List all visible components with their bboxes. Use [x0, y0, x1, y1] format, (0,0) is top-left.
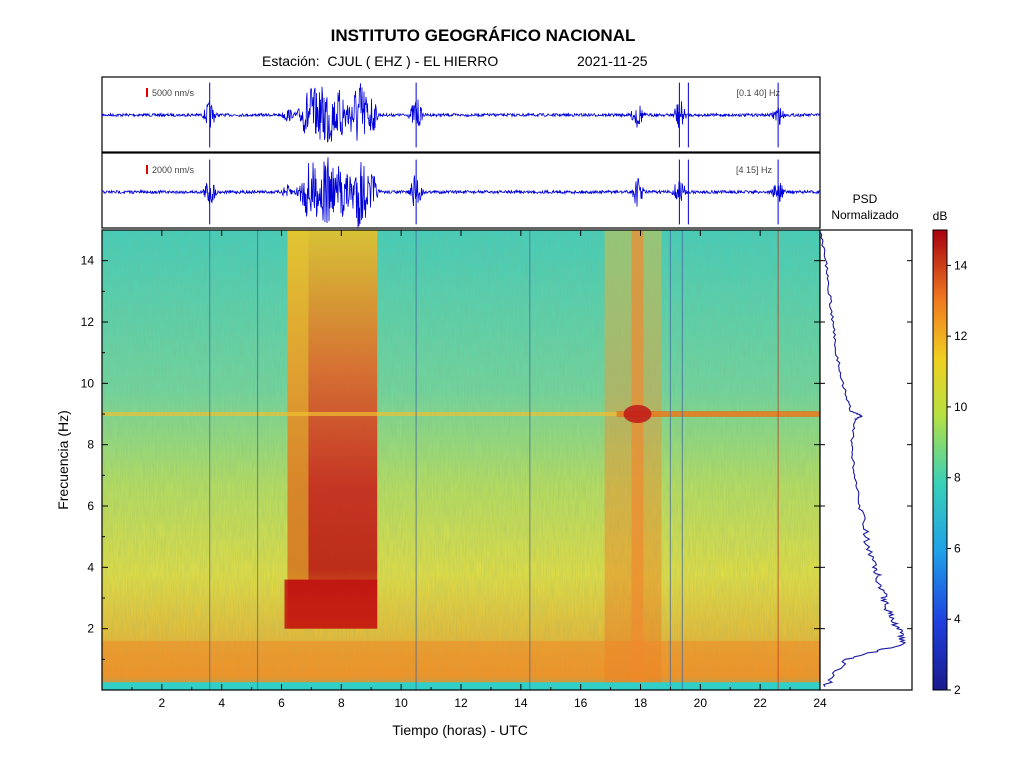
- colorbar-tick-label: 14: [954, 258, 968, 272]
- spectrogram-low-frequency-band: [102, 640, 820, 683]
- trace-panel-2-frame: [101, 152, 821, 229]
- x-tick-label: 24: [813, 696, 827, 710]
- scale-label-2: 2000 nm/s: [152, 165, 195, 175]
- colorbar-tick-label: 2: [954, 683, 961, 697]
- y-axis-label: Frecuencia (Hz): [55, 410, 71, 510]
- y-tick-label: 4: [87, 560, 94, 574]
- spectrogram-9hz-peak: [623, 405, 652, 423]
- x-tick-label: 16: [574, 696, 588, 710]
- colorbar: [932, 229, 948, 691]
- y-tick-label: 10: [81, 376, 95, 390]
- filter-label-2: [4 15] Hz: [736, 165, 773, 175]
- seismogram-trace-2: [101, 157, 821, 228]
- seismogram-trace-1: [101, 82, 821, 148]
- psd-title-line-1: PSD: [853, 192, 878, 206]
- colorbar-label: dB: [933, 209, 948, 223]
- x-tick-label: 12: [454, 696, 468, 710]
- x-tick-label: 6: [278, 696, 285, 710]
- spectrogram-9hz-line: [102, 412, 820, 416]
- x-tick-label: 22: [753, 696, 767, 710]
- x-tick-label: 10: [394, 696, 408, 710]
- y-tick-label: 12: [81, 315, 95, 329]
- colorbar-ticks: 2 4 6 8 10 12 14: [947, 258, 968, 697]
- psd-title-line-2: Normalizado: [831, 208, 899, 222]
- spectrogram: [102, 230, 820, 690]
- spectrogram-event-18h: [631, 230, 644, 690]
- colorbar-tick-label: 10: [954, 400, 968, 414]
- scale-label-1: 5000 nm/s: [152, 88, 195, 98]
- colorbar-tick-label: 8: [954, 471, 961, 485]
- scale-bar-2: [146, 165, 148, 174]
- y-tick-label: 2: [87, 622, 94, 636]
- filter-label-1: [0.1 40] Hz: [736, 88, 780, 98]
- psd-curve: [820, 232, 907, 688]
- psd-frame: [819, 229, 913, 691]
- trace-path: [101, 157, 821, 228]
- date-label: 2021-11-25: [577, 53, 648, 69]
- y-tick-label: 8: [87, 438, 94, 452]
- trace-path: [101, 83, 821, 143]
- y-tick-label: 6: [87, 499, 94, 513]
- x-tick-label: 4: [218, 696, 225, 710]
- x-tick-label: 18: [634, 696, 648, 710]
- x-tick-label: 20: [694, 696, 708, 710]
- colorbar-tick-label: 4: [954, 612, 961, 626]
- x-axis-label: Tiempo (horas) - UTC: [392, 722, 528, 738]
- x-tick-label: 8: [338, 696, 345, 710]
- colorbar-tick-label: 6: [954, 541, 961, 555]
- spectrogram-swarm-lowband: [284, 579, 378, 629]
- x-tick-label: 2: [158, 696, 165, 710]
- spectrogram-9hz-line-strong: [616, 411, 820, 417]
- y-tick-label: 14: [81, 254, 95, 268]
- psd-ticks: [820, 260, 912, 630]
- spectrogram-noise: [102, 230, 820, 690]
- figure-title: INSTITUTO GEOGRÁFICO NACIONAL: [330, 26, 636, 45]
- scale-bar-1: [146, 88, 148, 97]
- station-label: Estación: CJUL ( EHZ ) - EL HIERRO: [262, 53, 499, 69]
- colorbar-tick-label: 12: [954, 329, 968, 343]
- x-tick-label: 14: [514, 696, 528, 710]
- spectrogram-swarm-onset: [287, 230, 309, 580]
